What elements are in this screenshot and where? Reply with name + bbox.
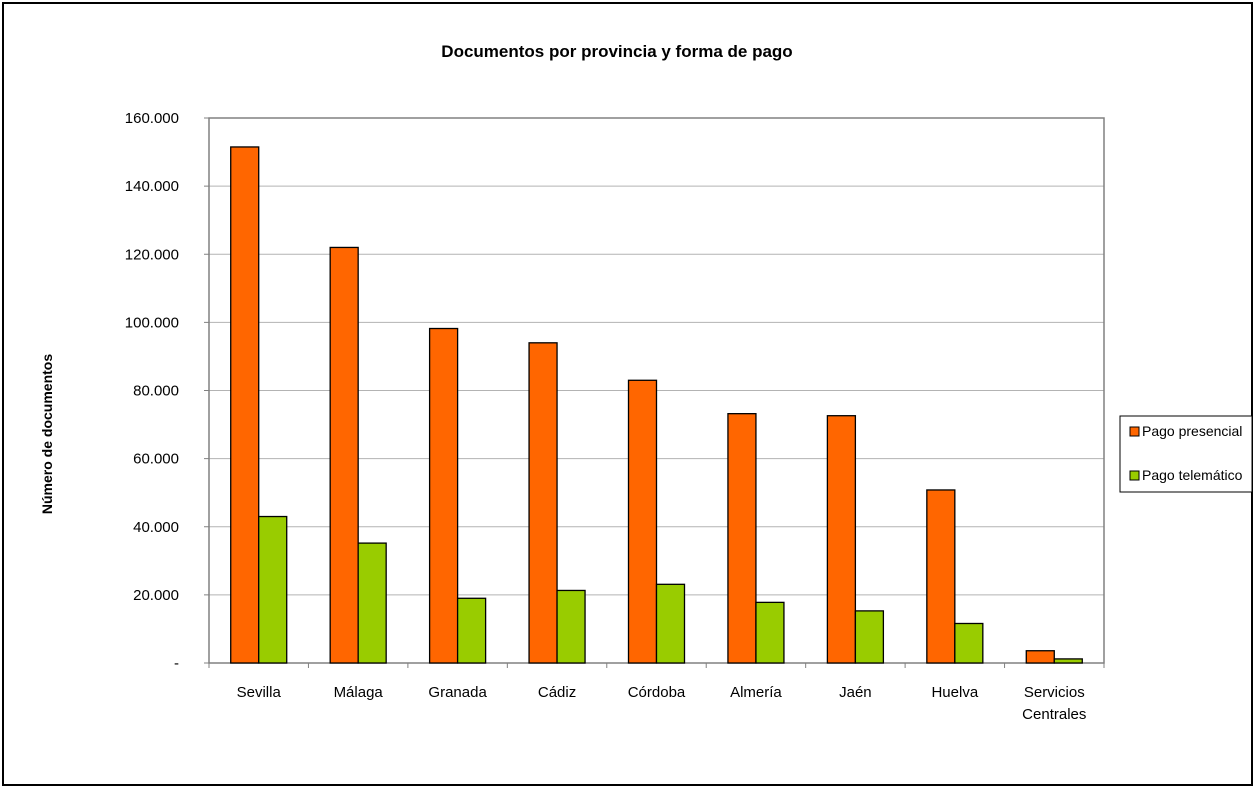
y-tick-label: 120.000 [125,246,179,263]
chart-title: Documentos por provincia y forma de pago [441,42,792,61]
bars [230,146,1083,664]
bar-presencial [926,489,956,664]
bar-telematico [854,610,885,664]
legend [1119,415,1253,493]
bar-telematico [556,589,586,664]
bar-presencial [1025,650,1055,664]
x-tick-label: Málaga [334,684,384,701]
bar-telematico [258,515,288,664]
y-tick-label: 80.000 [133,383,179,400]
x-tick-label: Servicios [1024,684,1085,701]
x-tick-label: Huelva [931,684,978,701]
y-axis-title: Número de documentos [39,354,55,514]
y-tick-label: - [174,655,179,672]
legend-swatch [1129,426,1140,437]
bar-presencial [627,379,658,664]
y-tick-label: 20.000 [133,587,179,604]
bar-telematico [655,583,686,664]
legend-label: Pago telemático [1142,467,1243,483]
bar-presencial [329,246,359,664]
bar-presencial [727,413,757,664]
y-axis-ticks: - 20.000 40.000 60.000 80.000 100.000 120.000 1… [125,110,209,672]
y-tick-label: 160.000 [125,110,179,127]
y-tick-label: 60.000 [133,451,179,468]
y-tick-label: 40.000 [133,519,179,536]
legend-label: Pago presencial [1142,423,1242,439]
bar-telematico [1053,658,1083,664]
bar-telematico [755,601,785,664]
x-tick-label: Granada [428,684,487,701]
bar-telematico [357,542,387,664]
bar-telematico [954,622,984,664]
x-axis-ticks: Sevilla Málaga Granada Cádiz Córdoba Almería J… [208,663,1105,723]
y-tick-label: 100.000 [125,314,179,331]
x-tick-label: Jaén [839,684,872,701]
x-tick-label: Almería [730,684,782,701]
x-tick-label: Córdoba [628,684,686,701]
bar-presencial [230,146,260,664]
legend-swatch [1129,470,1140,481]
bar-telematico [456,597,487,664]
bar-presencial [428,327,459,664]
bar-presencial [826,415,857,664]
bar-presencial [528,342,558,664]
x-tick-label: Cádiz [538,684,576,701]
legend-items: Pago presencial Pago telemático [1129,423,1243,483]
x-tick-label: Centrales [1022,706,1086,723]
y-tick-label: 140.000 [125,178,179,195]
x-tick-label: Sevilla [237,684,282,701]
